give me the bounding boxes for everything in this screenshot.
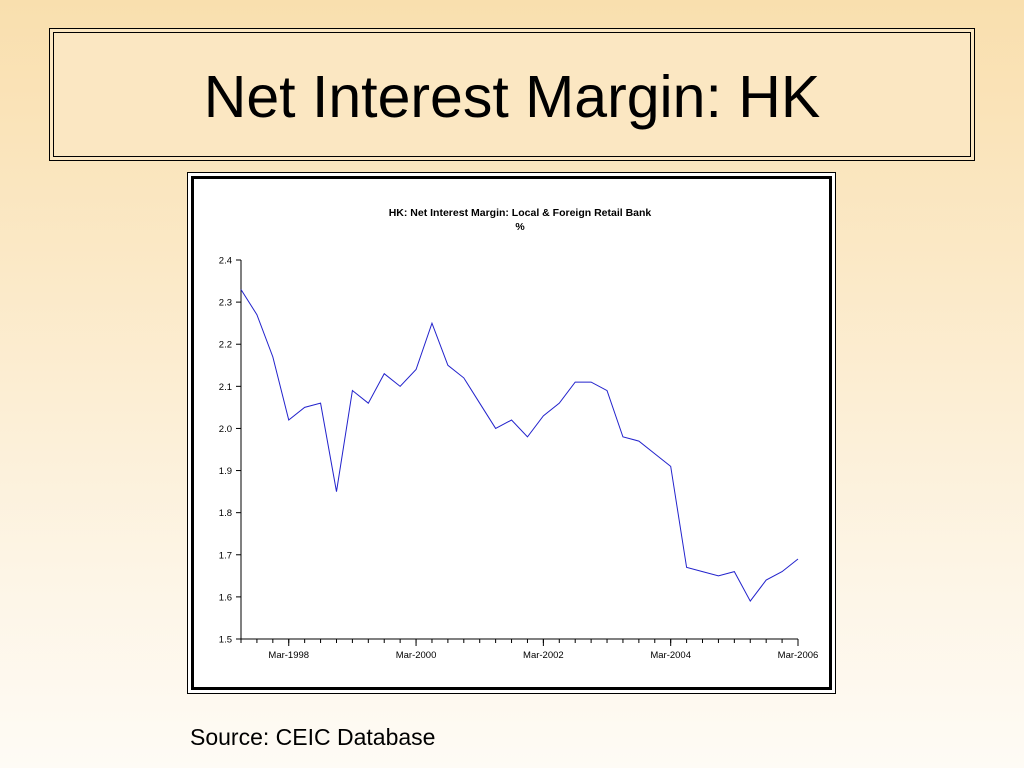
y-tick-label: 1.9 — [219, 466, 232, 477]
y-tick-label: 2.1 — [219, 382, 232, 393]
y-tick-label: 2.2 — [219, 340, 232, 351]
line-chart: HK: Net Interest Margin: Local & Foreign… — [219, 207, 819, 662]
x-tick-label: Mar-2006 — [778, 650, 819, 661]
title-box: Net Interest Margin: HK — [49, 28, 975, 161]
x-tick-label: Mar-2002 — [523, 650, 564, 661]
x-tick-label: Mar-2000 — [396, 650, 437, 661]
chart-area: HK: Net Interest Margin: Local & Foreign… — [191, 176, 832, 690]
source-note: Source: CEIC Database — [190, 724, 436, 750]
y-tick-label: 1.6 — [219, 592, 232, 603]
chart-series-layer — [240, 289, 799, 603]
y-tick-label: 2.4 — [219, 256, 232, 267]
series-line — [240, 289, 799, 603]
y-tick-label: 2.3 — [219, 298, 232, 309]
chart-axes: 2.4 2.3 2.2 2.1 2.0 1.9 1.8 1.7 1.6 1.5 Mar-1998 Ma… — [219, 256, 819, 662]
slide-title: Net Interest Margin: HK — [203, 63, 821, 130]
x-tick-label: Mar-1998 — [268, 650, 309, 661]
y-tick-label: 1.5 — [219, 635, 232, 646]
y-tick-label: 2.0 — [219, 424, 232, 435]
x-tick-label: Mar-2004 — [650, 650, 691, 661]
chart-title: HK: Net Interest Margin: Local & Foreign… — [389, 207, 652, 219]
y-tick-label: 1.7 — [219, 550, 232, 561]
chart-frame: HK: Net Interest Margin: Local & Foreign… — [187, 172, 836, 694]
chart-subtitle: % — [515, 221, 525, 233]
y-tick-label: 1.8 — [219, 508, 232, 519]
title-inner-border: Net Interest Margin: HK — [53, 32, 971, 157]
